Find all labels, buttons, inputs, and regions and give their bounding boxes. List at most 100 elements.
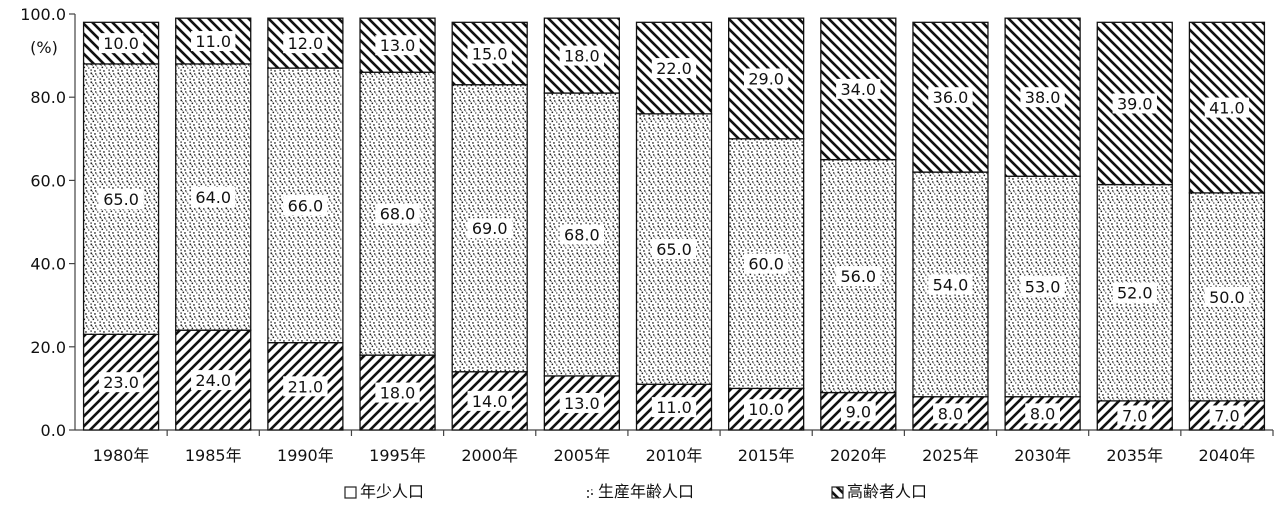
bar-group: 24.0 64.0 11.0 (175, 17, 252, 431)
y-tick-label: 20.0 (30, 338, 66, 357)
y-axis: 0.0 20.0 40.0 60.0 80.0 100.0 (%) (20, 5, 76, 440)
x-tick-label: 2025年 (922, 446, 979, 465)
legend: 年少人口 生産年齢人口 高齢者人口 (344, 482, 927, 501)
data-label-background (1112, 93, 1157, 114)
data-label-youth: 21.0 (288, 377, 324, 396)
data-label-background (375, 35, 420, 56)
data-label-background (98, 372, 144, 393)
data-label-background (651, 397, 697, 418)
data-label-working: 60.0 (748, 255, 784, 274)
x-tick-label: 2040年 (1199, 446, 1256, 465)
data-label-background (467, 218, 512, 239)
y-tick-label: 40.0 (30, 255, 66, 274)
data-label-youth: 18.0 (380, 384, 416, 403)
data-label-background (467, 43, 512, 64)
bar-group: 23.0 65.0 10.0 (82, 21, 160, 431)
data-label-youth: 24.0 (195, 371, 231, 390)
y-unit-label: (%) (30, 38, 58, 57)
data-label-elderly: 29.0 (748, 69, 784, 88)
data-label-working: 68.0 (564, 225, 600, 244)
data-label-youth: 14.0 (472, 392, 508, 411)
data-label-background (1020, 87, 1065, 108)
data-label-background (1204, 286, 1250, 307)
legend-item-youth: 年少人口 (344, 482, 424, 501)
data-label-background (1025, 403, 1061, 424)
data-label-youth: 9.0 (846, 402, 871, 421)
bars: 23.0 65.0 10.0 24.0 64.0 11.0 21.0 66.0 12.0 18.0… (82, 17, 1266, 431)
data-label-elderly: 10.0 (103, 34, 139, 53)
data-label-background (191, 31, 236, 52)
data-label-background (283, 195, 328, 216)
x-tick-label: 1980年 (93, 446, 150, 465)
data-label-background (651, 239, 697, 260)
data-label-elderly: 39.0 (1117, 94, 1153, 113)
data-label-elderly: 41.0 (1209, 99, 1245, 118)
data-label-youth: 11.0 (656, 398, 692, 417)
data-label-background (933, 403, 968, 424)
data-label-background (836, 266, 881, 287)
x-tick-label: 2015年 (738, 446, 795, 465)
x-tick-label: 2000年 (461, 446, 518, 465)
legend-label-youth: 年少人口 (360, 482, 424, 501)
data-label-working: 66.0 (288, 196, 324, 215)
data-label-elderly: 13.0 (380, 36, 416, 55)
data-label-background (559, 224, 605, 245)
data-label-working: 53.0 (1025, 277, 1061, 296)
bar-group: 8.0 53.0 38.0 (1004, 17, 1081, 431)
legend-item-working: 生産年齢人口 (587, 482, 694, 501)
x-axis: 1980年 1985年 1990年 1995年 2000年 2005年 2010年 2015年… (75, 429, 1274, 465)
data-label-working: 54.0 (933, 275, 969, 294)
bar-group: 7.0 50.0 41.0 (1188, 21, 1266, 431)
bar-group: 14.0 69.0 15.0 (451, 21, 528, 431)
data-label-background (375, 203, 420, 224)
legend-label-elderly: 高齢者人口 (847, 482, 927, 501)
data-label-background (743, 399, 789, 420)
bar-group: 13.0 68.0 18.0 (543, 17, 620, 431)
data-label-elderly: 36.0 (933, 88, 969, 107)
y-tick-label: 100.0 (20, 5, 66, 24)
bar-group: 8.0 54.0 36.0 (912, 21, 989, 431)
data-label-youth: 8.0 (938, 404, 963, 423)
data-label-background (651, 58, 697, 79)
bar-group: 11.0 65.0 22.0 (635, 21, 713, 431)
data-label-background (1020, 276, 1065, 297)
data-label-background (283, 376, 328, 397)
data-label-working: 65.0 (103, 190, 139, 209)
data-label-elderly: 12.0 (288, 34, 324, 53)
data-label-background (1117, 405, 1153, 426)
bar-segment-elderly (267, 17, 344, 69)
data-label-youth: 7.0 (1122, 406, 1147, 425)
legend-swatch-working (587, 489, 593, 498)
data-label-elderly: 22.0 (656, 59, 692, 78)
data-label-working: 56.0 (840, 267, 876, 286)
data-label-working: 52.0 (1117, 284, 1153, 303)
x-tick-label: 2030年 (1014, 446, 1071, 465)
bar-group: 9.0 56.0 34.0 (820, 17, 897, 431)
legend-item-elderly: 高齢者人口 (831, 482, 927, 501)
x-tick-label: 2035年 (1106, 446, 1163, 465)
bar-group: 18.0 68.0 13.0 (359, 17, 436, 431)
data-label-working: 64.0 (195, 188, 231, 207)
y-tick-label: 60.0 (30, 171, 66, 190)
x-tick-label: 1990年 (277, 446, 334, 465)
data-label-background (1204, 97, 1250, 118)
data-label-youth: 8.0 (1030, 404, 1055, 423)
data-label-background (375, 382, 420, 403)
y-tick-label: 0.0 (41, 421, 66, 440)
data-label-elderly: 11.0 (195, 32, 231, 51)
data-label-youth: 10.0 (748, 400, 784, 419)
bar-group: 10.0 60.0 29.0 (728, 17, 805, 431)
data-label-background (836, 78, 881, 99)
data-label-background (467, 390, 512, 411)
data-label-working: 69.0 (472, 219, 508, 238)
data-label-background (928, 87, 973, 108)
data-label-background (1112, 282, 1157, 303)
data-label-youth: 7.0 (1214, 406, 1239, 425)
legend-label-working: 生産年齢人口 (598, 482, 694, 501)
data-label-background (1209, 405, 1245, 426)
data-label-working: 50.0 (1209, 288, 1245, 307)
data-label-background (191, 187, 236, 208)
data-label-background (191, 370, 236, 391)
